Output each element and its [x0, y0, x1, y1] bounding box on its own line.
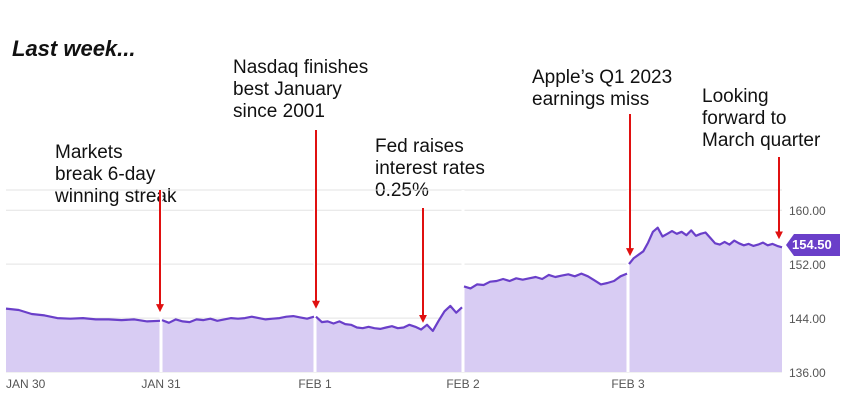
page-title: Last week...	[12, 36, 136, 61]
x-tick-label: FEB 3	[611, 377, 645, 391]
annotation-apple: Apple’s Q1 2023 earnings miss	[532, 67, 673, 110]
y-tick-label: 136.00	[789, 366, 826, 380]
annotation-streak: Markets break 6-day winning streak	[55, 142, 177, 207]
area-fill-4	[629, 227, 782, 372]
x-tick-label: JAN 30	[6, 377, 46, 391]
area-fill-0	[6, 308, 160, 372]
x-tick-label: FEB 1	[298, 377, 332, 391]
x-tick-label: JAN 31	[141, 377, 181, 391]
x-tick-label: FEB 2	[446, 377, 480, 391]
annotation-march: Looking forward to March quarter	[702, 86, 821, 151]
y-tick-label: 160.00	[789, 204, 826, 218]
y-tick-label: 152.00	[789, 258, 826, 272]
area-fill-1	[162, 316, 314, 372]
area-fill-3	[464, 273, 627, 372]
price-line-4	[628, 226, 783, 265]
price-line-1	[161, 315, 315, 324]
annotation-nasdaq: Nasdaq finishes best January since 2001	[233, 57, 369, 122]
y-tick-label: 144.00	[789, 312, 826, 326]
price-line-2	[315, 304, 463, 332]
price-line-3	[463, 272, 628, 290]
area-fill-2	[316, 305, 462, 372]
price-line-0	[5, 307, 161, 323]
last-price-badge: 154.50	[786, 234, 840, 256]
annotation-fed: Fed raises interest rates 0.25%	[375, 136, 485, 201]
last-price-label: 154.50	[792, 237, 832, 252]
